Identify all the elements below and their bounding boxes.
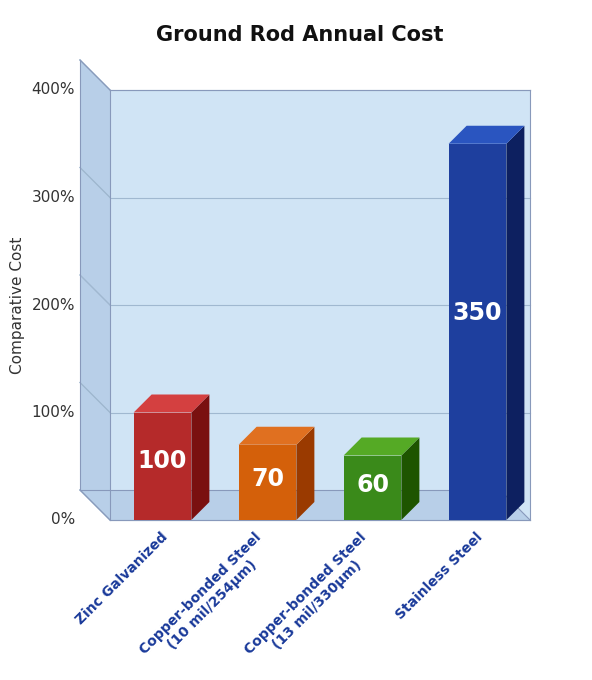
Polygon shape xyxy=(297,427,314,520)
Polygon shape xyxy=(191,394,210,520)
Polygon shape xyxy=(506,126,525,520)
Polygon shape xyxy=(80,60,110,520)
Text: 200%: 200% xyxy=(31,298,75,313)
Text: 350: 350 xyxy=(453,301,502,325)
Polygon shape xyxy=(134,413,191,520)
Polygon shape xyxy=(239,427,314,445)
Polygon shape xyxy=(134,394,210,413)
Polygon shape xyxy=(343,437,419,456)
Polygon shape xyxy=(343,456,401,520)
Text: 400%: 400% xyxy=(31,82,75,97)
Text: 100%: 100% xyxy=(31,405,75,420)
Text: 70: 70 xyxy=(251,466,284,490)
Text: Stainless Steel: Stainless Steel xyxy=(393,530,485,622)
Text: Ground Rod Annual Cost: Ground Rod Annual Cost xyxy=(156,25,444,45)
Polygon shape xyxy=(110,90,530,520)
Polygon shape xyxy=(80,490,530,520)
Text: 300%: 300% xyxy=(31,190,75,205)
Text: Comparative Cost: Comparative Cost xyxy=(11,237,25,374)
Polygon shape xyxy=(239,445,297,520)
Text: Zinc Galvanized: Zinc Galvanized xyxy=(73,530,170,628)
Text: Copper-bonded Steel
(13 mil/330μm): Copper-bonded Steel (13 mil/330μm) xyxy=(242,530,381,668)
Text: Copper-bonded Steel
(10 mil/254μm): Copper-bonded Steel (10 mil/254μm) xyxy=(137,530,275,668)
Polygon shape xyxy=(401,437,419,520)
Text: 0%: 0% xyxy=(51,513,75,528)
Polygon shape xyxy=(449,126,525,143)
Text: 100: 100 xyxy=(138,449,187,473)
Polygon shape xyxy=(449,143,506,520)
Text: 60: 60 xyxy=(356,473,389,496)
